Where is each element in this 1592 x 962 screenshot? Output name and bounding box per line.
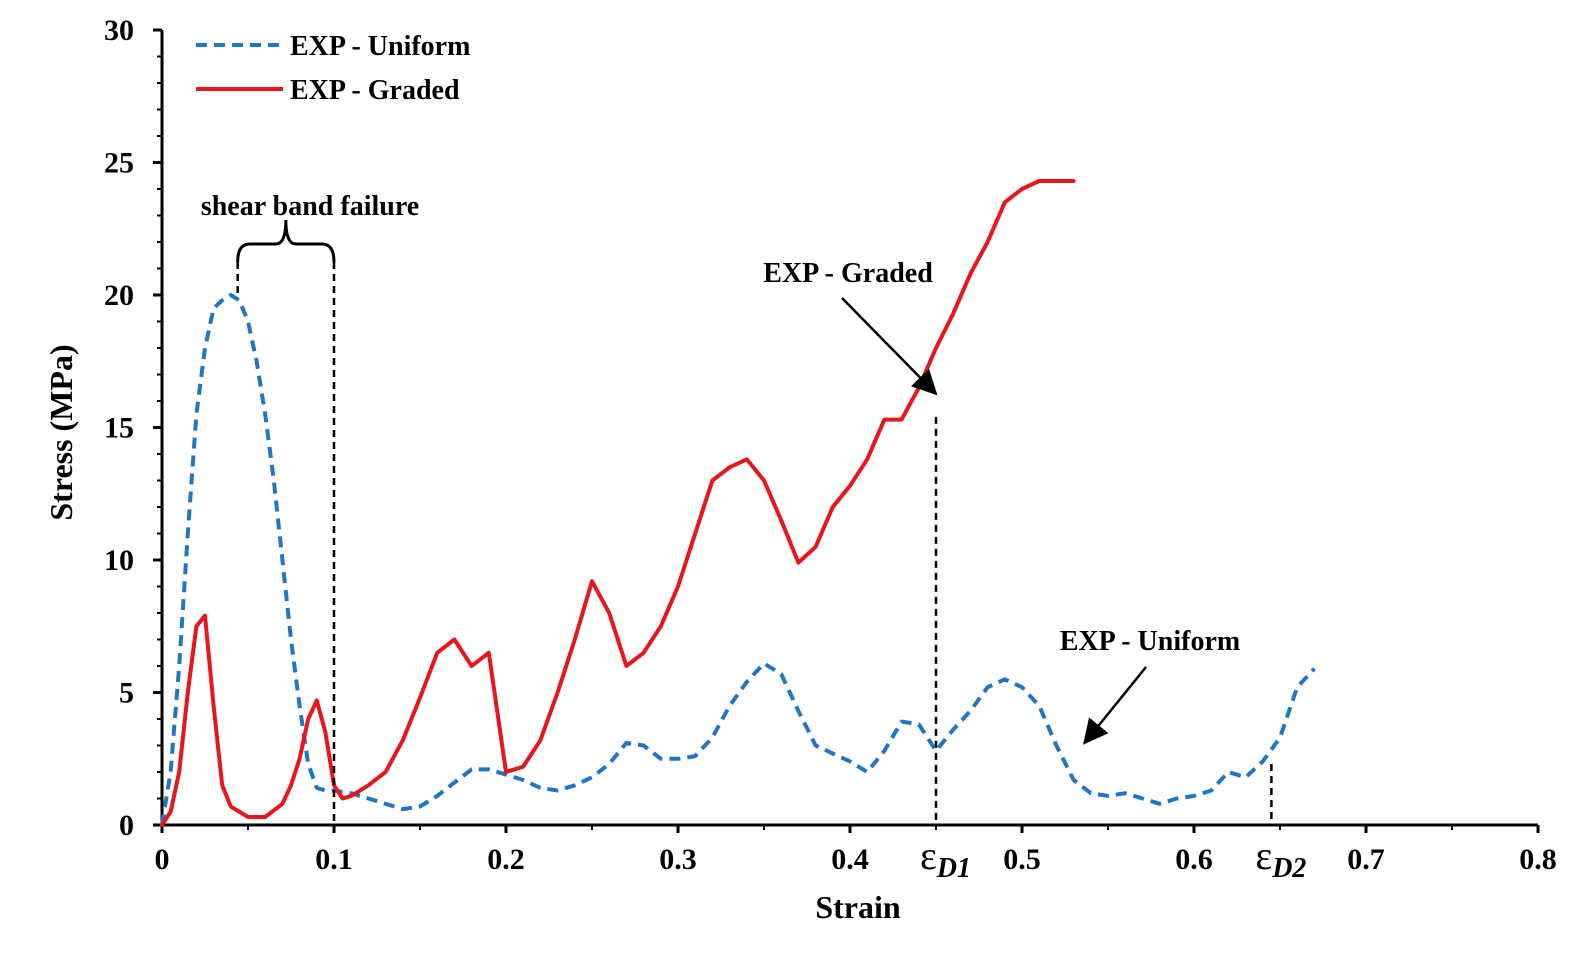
legend-label: EXP - Uniform xyxy=(290,31,470,62)
densification-label-2: εD2 xyxy=(1255,833,1306,884)
x-tick-label: 0.6 xyxy=(1175,843,1213,876)
y-tick-label: 10 xyxy=(104,544,134,577)
uniform-callout-arrow xyxy=(1083,666,1147,745)
series-line-1 xyxy=(160,293,1316,826)
y-tick-label: 30 xyxy=(104,14,134,47)
y-tick-label: 5 xyxy=(119,677,134,710)
uniform-callout-label: EXP - Uniform xyxy=(1060,626,1240,657)
shear-band-bracket xyxy=(236,219,336,263)
x-axis-title: Strain xyxy=(815,889,901,925)
series-line-2 xyxy=(160,179,1076,827)
y-tick-label: 25 xyxy=(104,147,134,180)
graded-callout-label: EXP - Graded xyxy=(763,258,933,289)
y-tick-label: 20 xyxy=(104,279,134,312)
annotation-layer: shear band failure EXP - Graded EXP - Unif… xyxy=(201,191,1307,884)
x-tick-label: 0 xyxy=(155,843,170,876)
graded-callout-arrow xyxy=(841,297,938,396)
y-tick-label: 15 xyxy=(104,412,134,445)
y-tick-label: 0 xyxy=(119,809,134,842)
x-tick-label: 0.3 xyxy=(659,843,697,876)
x-tick-label: 0.1 xyxy=(315,843,353,876)
ticks: 0 0.1 0.2 0.3 0.4 0.5 0.6 0.7 0.8 0 5 10 15 20 25 30 xyxy=(104,14,1557,876)
x-tick-label: 0.8 xyxy=(1519,843,1557,876)
axes xyxy=(160,30,1538,827)
x-tick-label: 0.5 xyxy=(1003,843,1041,876)
series-layer xyxy=(160,179,1316,827)
x-tick-label: 0.2 xyxy=(487,843,525,876)
x-tick-label: 0.4 xyxy=(831,843,869,876)
legend-label: EXP - Graded xyxy=(290,75,460,106)
shear-band-label: shear band failure xyxy=(201,191,419,222)
legend: EXP - Uniform EXP - Graded xyxy=(196,31,470,106)
x-tick-label: 0.7 xyxy=(1347,843,1385,876)
y-axis-title: Stress (MPa) xyxy=(43,344,79,520)
densification-label-1: εD1 xyxy=(920,833,971,884)
